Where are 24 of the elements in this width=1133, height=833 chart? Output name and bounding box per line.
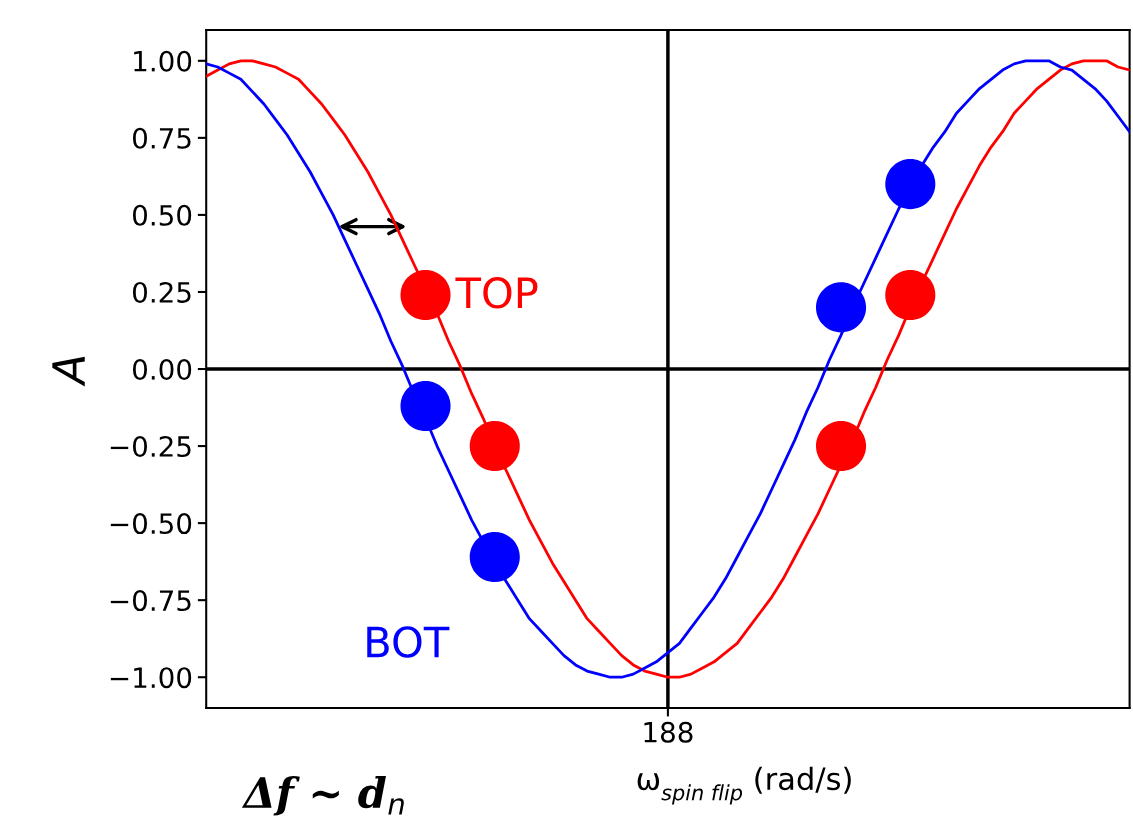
y-tick-label: 1.00 [134, 50, 192, 72]
y-tick-label: −0.50 [110, 513, 192, 535]
point [885, 159, 936, 210]
x-tick-label: 188 [644, 721, 693, 743]
point [469, 421, 520, 472]
y-axis-title: A [52, 356, 85, 387]
point [400, 270, 451, 321]
series-label: TOP [455, 277, 538, 309]
point [816, 421, 867, 472]
point [469, 531, 520, 583]
point [816, 282, 867, 333]
y-tick-label: −0.25 [110, 436, 191, 458]
point [885, 270, 936, 321]
point [400, 380, 451, 432]
line-series [206, 59, 1130, 679]
y-tick-label: 0.25 [132, 281, 191, 303]
series-label: BOT [367, 626, 450, 658]
x-axis-title: ωspin flip (rad/s) [637, 766, 851, 805]
y-tick-label: −1.00 [110, 667, 192, 689]
y-tick-label: −0.75 [110, 590, 191, 612]
y-tick-label: 0.50 [132, 204, 192, 226]
text: Δf ~ d$_{n}$ [241, 776, 404, 816]
y-tick-label: 0.00 [132, 358, 192, 380]
y-tick-label: 0.75 [132, 127, 191, 149]
